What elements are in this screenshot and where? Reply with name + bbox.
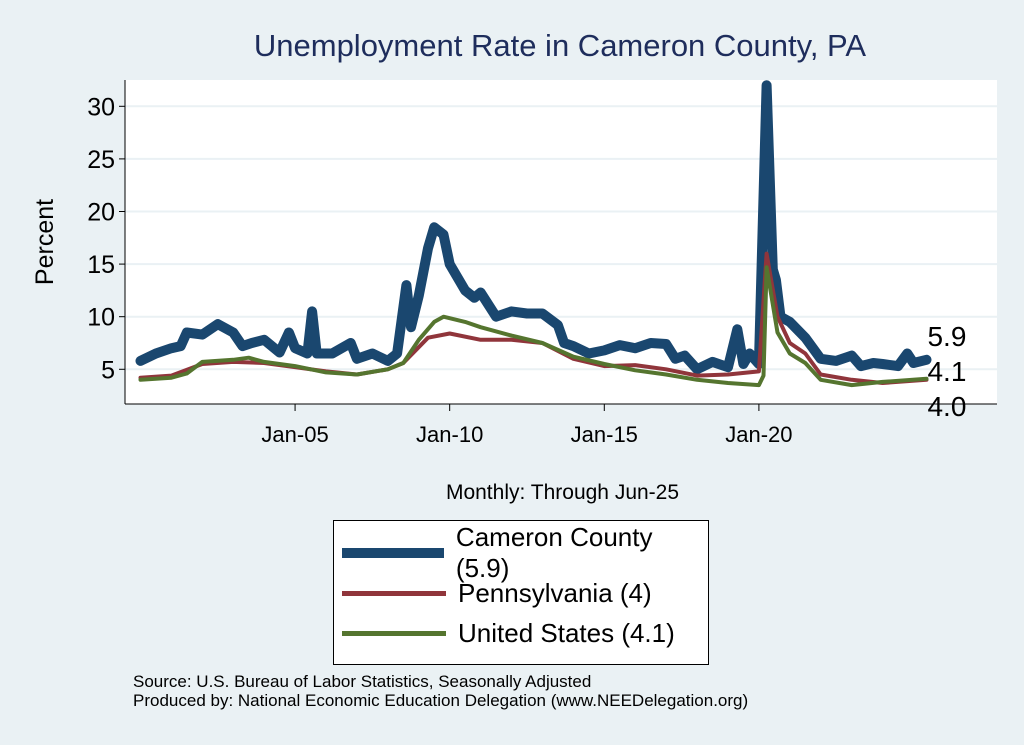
end-label: 4.0 bbox=[927, 391, 966, 422]
y-tick-label: 30 bbox=[87, 93, 115, 121]
legend-swatch bbox=[342, 548, 444, 558]
legend-item-cameron: Cameron County (5.9) bbox=[342, 522, 708, 583]
y-tick-label: 10 bbox=[87, 304, 115, 332]
legend-swatch bbox=[342, 590, 446, 596]
produced-by-note: Produced by: National Economic Education… bbox=[133, 691, 749, 710]
y-tick-label: 20 bbox=[87, 198, 115, 226]
legend-item-united-states: United States (4.1) bbox=[342, 613, 675, 653]
x-tick-label: Jan-15 bbox=[571, 422, 638, 447]
end-label: 5.9 bbox=[927, 321, 966, 352]
y-axis-label: Percent bbox=[31, 199, 59, 285]
legend-item-pennsylvania: Pennsylvania (4) bbox=[342, 573, 652, 613]
plot-area bbox=[125, 80, 997, 404]
legend-label: United States (4.1) bbox=[458, 617, 675, 648]
footer: Source: U.S. Bureau of Labor Statistics,… bbox=[133, 672, 748, 710]
y-tick-label: 25 bbox=[87, 146, 115, 174]
legend: Cameron County (5.9) Pennsylvania (4) Un… bbox=[333, 520, 709, 665]
y-tick-label: 5 bbox=[101, 356, 115, 384]
chart-title: Unemployment Rate in Cameron County, PA bbox=[253, 28, 867, 63]
y-tick-label: 15 bbox=[87, 251, 115, 279]
source-note: Source: U.S. Bureau of Labor Statistics,… bbox=[133, 672, 592, 691]
x-tick-label: Jan-05 bbox=[261, 422, 328, 447]
series-line-0 bbox=[135, 80, 932, 375]
x-axis-label: Monthly: Through Jun-25 bbox=[445, 481, 680, 504]
legend-label: Cameron County (5.9) bbox=[455, 522, 653, 583]
legend-label: Pennsylvania (4) bbox=[458, 577, 652, 608]
x-tick-label: Jan-10 bbox=[416, 422, 483, 447]
series-line-2 bbox=[138, 265, 929, 388]
end-label: 4.1 bbox=[927, 356, 966, 387]
x-tick-label: Jan-20 bbox=[725, 422, 792, 447]
legend-swatch bbox=[342, 630, 446, 636]
